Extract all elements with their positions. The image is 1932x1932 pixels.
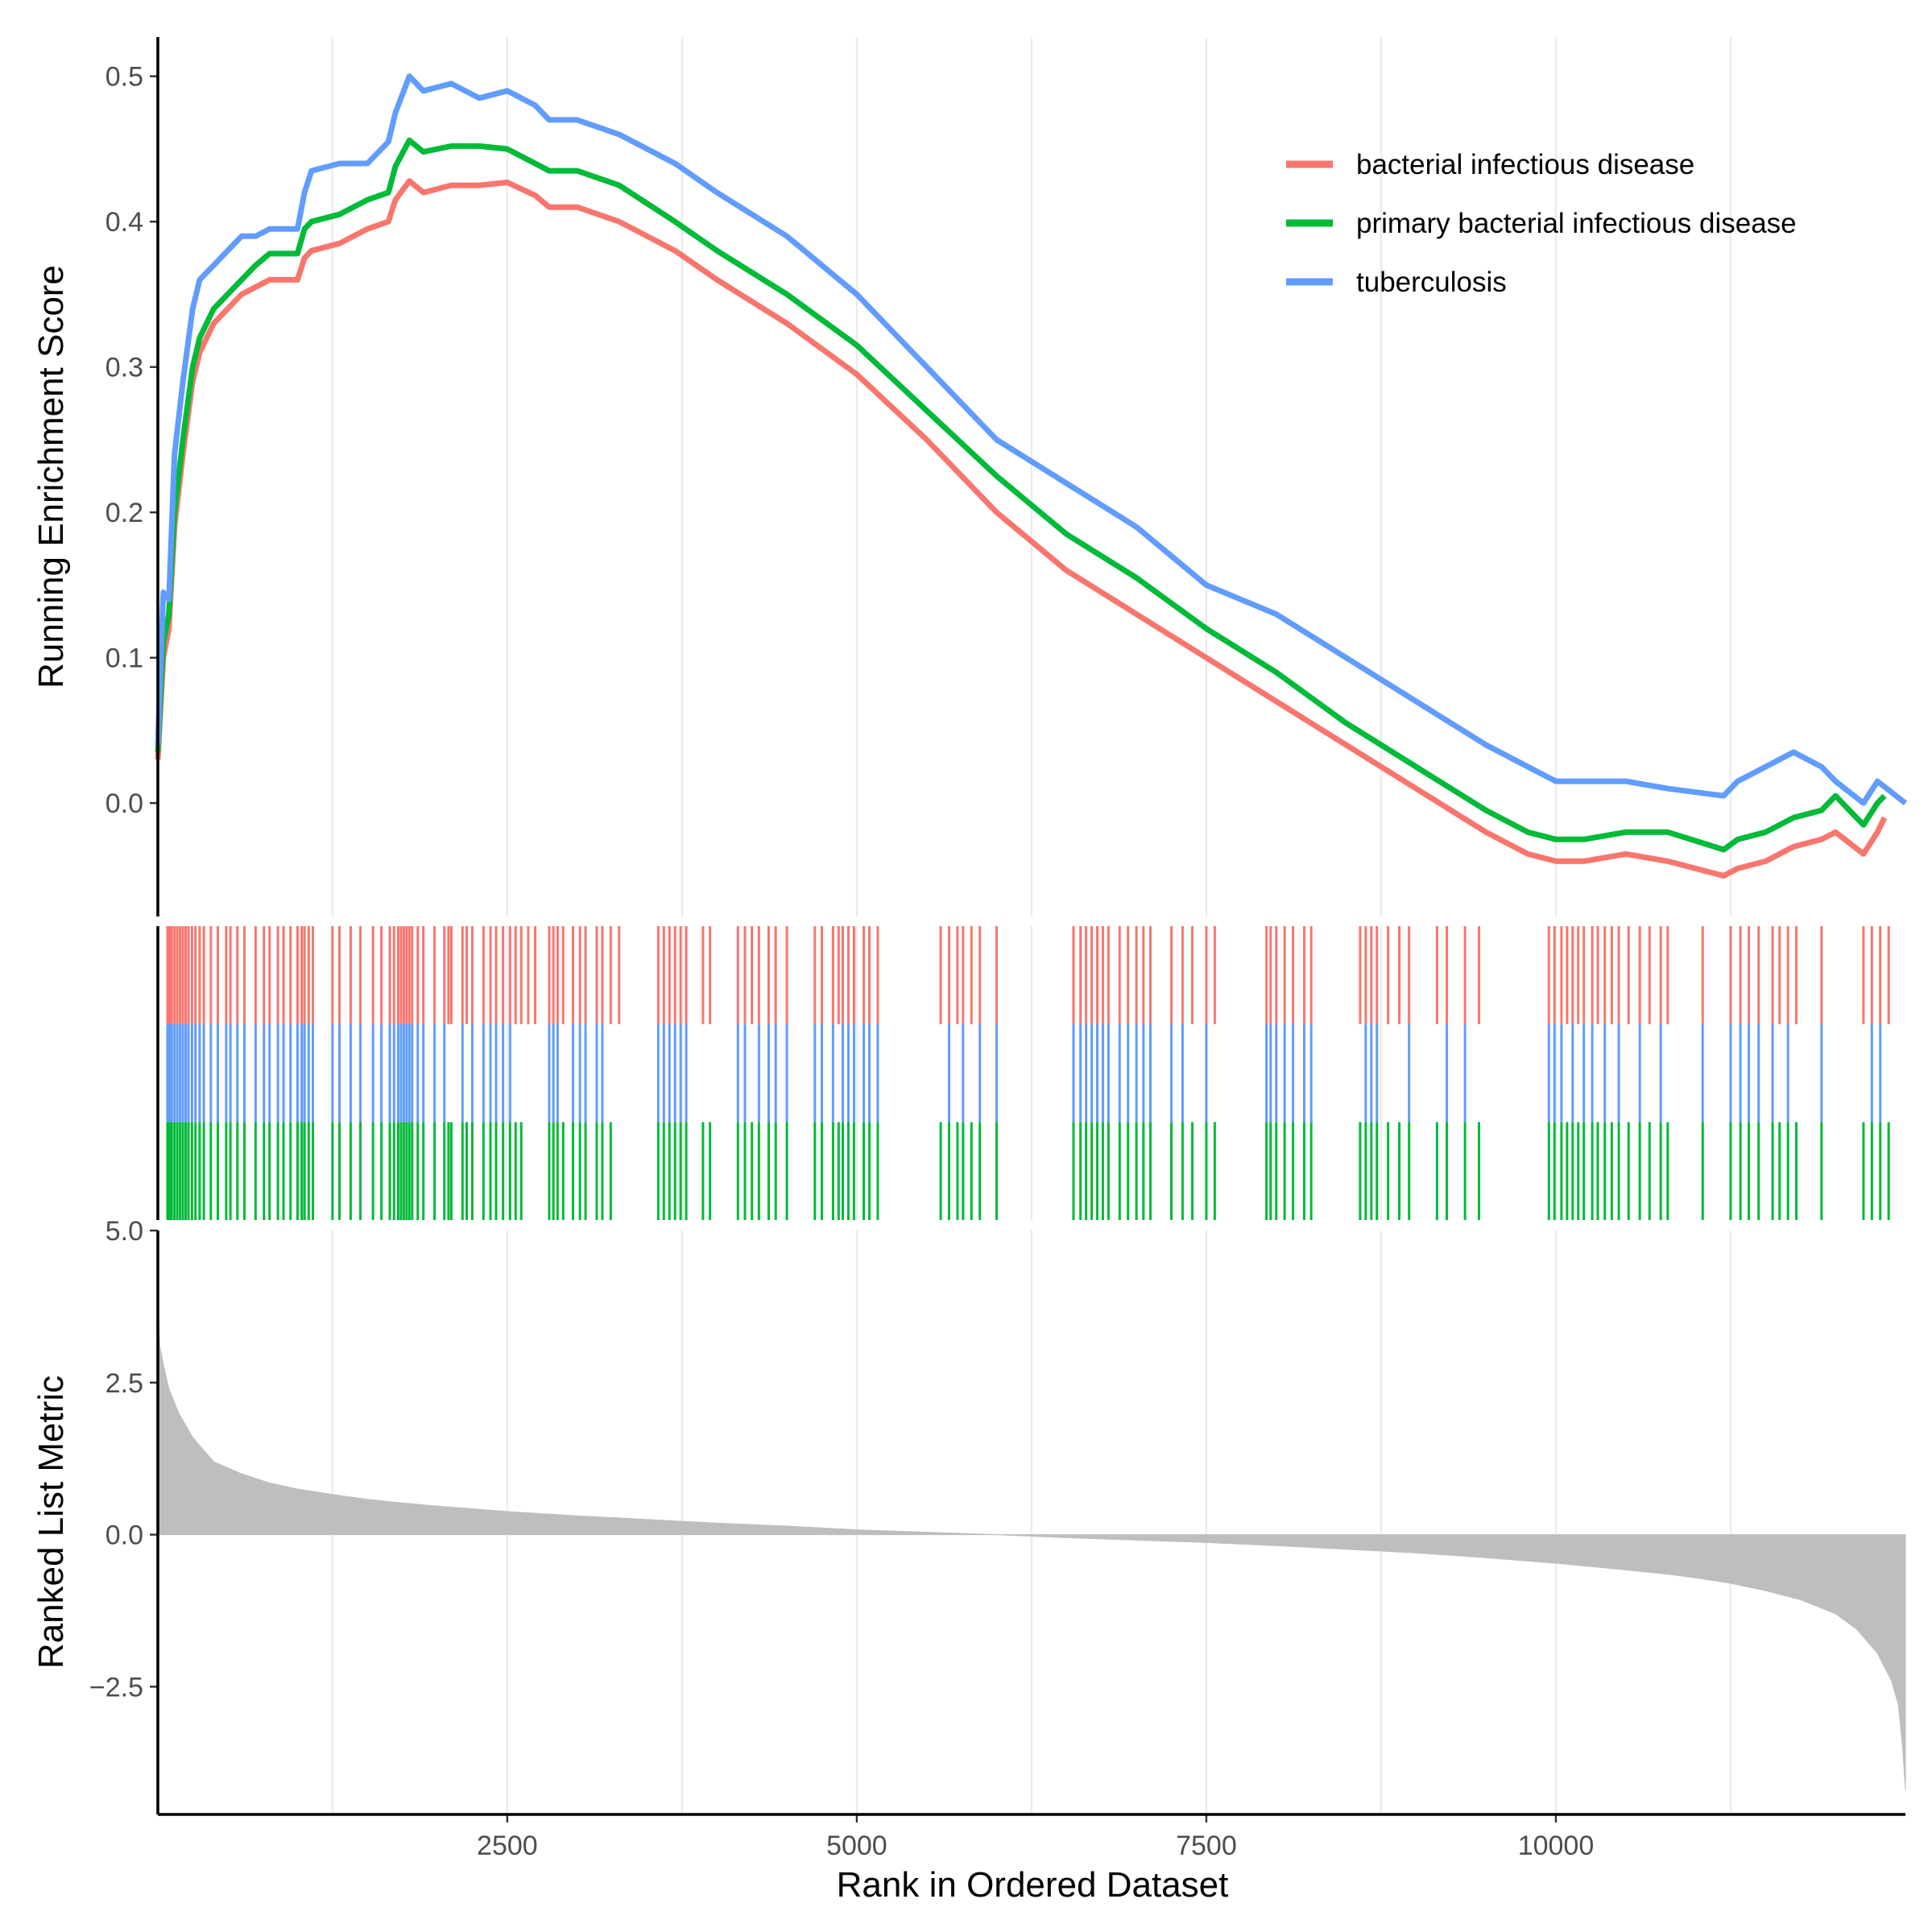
rm-y-tick-label: 0.0 (105, 1520, 143, 1551)
es-y-tick-label: 0.4 (105, 207, 143, 238)
legend-label-tuberculosis: tuberculosis (1356, 267, 1507, 298)
legend-label-bacterial-infectious-disease: bacterial infectious disease (1356, 149, 1694, 180)
ranked-metric-ylabel: Ranked List Metric (31, 1376, 71, 1669)
x-axis-ticks: 2500 5000 7500 10000 (477, 1814, 1594, 1861)
gene-hits-panel (156, 926, 1890, 1220)
es-y-tick-label: 0.1 (105, 643, 143, 674)
es-y-tick-label: 0.2 (105, 498, 143, 528)
rm-y-tick-label: 5.0 (105, 1216, 143, 1247)
ranked-metric-gridlines (331, 1231, 1732, 1814)
rm-y-tick-label: −2.5 (89, 1672, 143, 1702)
es-y-tick-label: 0.3 (105, 353, 143, 383)
legend: bacterial infectious disease primary bac… (1286, 149, 1797, 298)
legend-label-primary-bacterial-infectious-disease: primary bacterial infectious disease (1356, 208, 1797, 239)
rm-y-tick-label: 2.5 (105, 1368, 143, 1399)
x-tick-label: 10000 (1518, 1831, 1595, 1861)
running-es-y-ticks: 0.0 0.1 0.2 0.3 0.4 0.5 (105, 62, 158, 819)
gene-hits-rows (166, 926, 1890, 1220)
es-line-primary-bacterial-infectious-disease (155, 137, 1887, 853)
ranked-metric-y-ticks: 5.0 2.5 0.0 −2.5 (89, 1216, 158, 1702)
ranked-metric-panel: 5.0 2.5 0.0 −2.5 2500 5000 7500 10000 Ranked L… (31, 1216, 1906, 1905)
es-line-bacterial-infectious-disease (155, 178, 1888, 879)
x-tick-label: 5000 (826, 1831, 887, 1861)
running-es-ylabel: Running Enrichment Score (31, 265, 71, 689)
ranked-metric-area (157, 1303, 1906, 1790)
x-tick-label: 2500 (477, 1831, 538, 1861)
running-es-lines (155, 73, 1908, 879)
es-line-tuberculosis (155, 73, 1908, 806)
x-tick-label: 7500 (1176, 1831, 1237, 1861)
x-axis-label: Rank in Ordered Dataset (837, 1865, 1229, 1905)
es-y-tick-label: 0.5 (105, 62, 143, 93)
es-y-tick-label: 0.0 (105, 788, 143, 819)
running-es-panel: 0.0 0.1 0.2 0.3 0.4 0.5 Running Enrichment Sc… (31, 37, 1908, 916)
